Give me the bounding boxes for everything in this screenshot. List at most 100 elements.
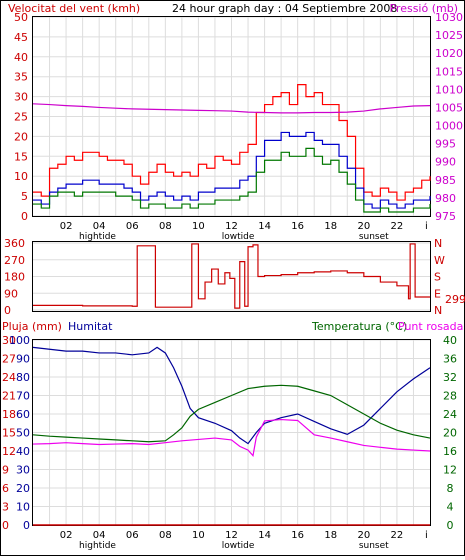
rain-tick-label: 12: [2, 445, 16, 458]
pressure-tick-label: 975: [435, 210, 456, 223]
wind-speed-tick-label: 50: [14, 11, 28, 24]
series-line-avg: [33, 131, 431, 209]
wind-x-axis: 02 04 06 08 10 12 14 16 18 20 22: [60, 221, 404, 232]
rain-axis-label: Pluja (mm): [2, 320, 62, 333]
temperature-tick-label: 16: [443, 445, 457, 458]
wind-speed-tick-label: 25: [14, 111, 28, 124]
x-tick-label: 10: [192, 530, 205, 541]
temperature-tick-label: 24: [443, 408, 457, 421]
end-marker: i: [425, 530, 428, 541]
temperature-tick-label: 40: [443, 334, 457, 347]
pressure-tick-label: 1030: [435, 11, 463, 24]
x-tick-label: 06: [126, 530, 139, 541]
tide-sun-label: lowtide: [222, 232, 255, 242]
pressure-ticks: 975 980 985 990 995 1000 1005 1010 1015 1020 1025 1…: [435, 11, 463, 223]
wind-speed-ticks: 0 5 10 15 20 25 30 35 40 45 50: [14, 11, 28, 223]
temperature-tick-label: 12: [443, 464, 457, 477]
x-tick-label: 02: [60, 530, 73, 541]
x-tick-label: 02: [60, 221, 73, 232]
tide-sun-label: lowtide: [222, 541, 255, 551]
x-tick-label: 22: [391, 530, 404, 541]
tide-sun-label: sunset: [359, 541, 389, 551]
rain-tick-label: 21: [2, 390, 16, 403]
compass-point-label: W: [434, 254, 445, 267]
humidity-tick-label: 40: [16, 445, 30, 458]
wind-speed-tick-label: 15: [14, 150, 28, 163]
direction-degree-label: 0: [4, 304, 11, 317]
series-line-gust: [33, 84, 431, 201]
humidity-tick-label: 0: [23, 519, 30, 532]
temperature-axis-label: Temperatura (°C): [311, 320, 407, 333]
rain-tick-label: 15: [2, 427, 16, 440]
pressure-tick-label: 1005: [435, 101, 463, 114]
humidity-temperature-chart: Pluja (mm) Humitat Temperatura (°C) Punt…: [2, 320, 463, 551]
temperature-tick-label: 28: [443, 390, 457, 403]
x-tick-label: 12: [225, 221, 238, 232]
wind-speed-tick-label: 40: [14, 51, 28, 64]
temperature-tick-label: 36: [443, 353, 457, 366]
wind-plot-frame: [32, 16, 431, 217]
direction-degree-label: 90: [4, 287, 18, 300]
humidity-tick-label: 10: [16, 501, 30, 514]
series-line-dewpoint: [32, 418, 431, 457]
pressure-tick-label: 1015: [435, 65, 463, 78]
pressure-axis-label: Pressió (mb): [389, 2, 458, 15]
humidity-tick-label: 50: [16, 427, 30, 440]
humidity-tick-label: 30: [16, 464, 30, 477]
humidity-grid: [33, 339, 430, 526]
rain-tick-label: 6: [2, 482, 9, 495]
dewpoint-axis-label: Punt rosada: [398, 320, 463, 333]
x-tick-label: 18: [324, 221, 337, 232]
wind-speed-tick-label: 45: [14, 31, 28, 44]
wind-x-sublabels: hightide lowtide sunset: [79, 232, 389, 242]
humidity-tick-label: 70: [16, 390, 30, 403]
compass-point-label: S: [434, 271, 441, 284]
x-tick-label: 08: [159, 221, 172, 232]
x-tick-label: 14: [258, 530, 271, 541]
x-tick-label: 18: [324, 530, 337, 541]
wind-speed-tick-label: 30: [14, 91, 28, 104]
pressure-tick-label: 990: [435, 156, 456, 169]
rain-tick-label: 30: [2, 334, 16, 347]
wind-speed-tick-label: 0: [21, 210, 28, 223]
compass-point-label: E: [434, 287, 441, 300]
wind-series: [32, 84, 431, 213]
direction-current-value: 299: [445, 293, 465, 306]
compass-point-label: N: [434, 237, 442, 250]
rain-tick-label: 9: [2, 464, 9, 477]
humidity-axis-label: Humitat: [68, 320, 113, 333]
x-tick-label: 16: [291, 530, 304, 541]
x-tick-label: 06: [126, 221, 139, 232]
direction-degree-ticks: 360 270 180 90 0: [4, 237, 25, 317]
wind-speed-tick-label: 20: [14, 130, 28, 143]
pressure-tick-label: 1010: [435, 83, 463, 96]
x-tick-label: 20: [357, 530, 370, 541]
direction-degree-label: 360: [4, 237, 25, 250]
humidity-tick-label: 80: [16, 371, 30, 384]
direction-degree-label: 180: [4, 271, 25, 284]
direction-plot-frame: [32, 241, 431, 312]
series-line-humidity: [32, 346, 431, 445]
pressure-tick-label: 1025: [435, 29, 463, 42]
direction-degree-label: 270: [4, 254, 25, 267]
chart-title: 24 hour graph day : 04 Septiembre 2008: [172, 2, 397, 15]
rain-tick-label: 27: [2, 353, 16, 366]
humidity-x-axis: 02 04 06 08 10 12 14 16 18 20 22: [60, 530, 404, 541]
humidity-tick-label: 90: [16, 353, 30, 366]
pressure-tick-label: 1000: [435, 120, 463, 133]
series-line-min: [33, 147, 431, 213]
series-line-direction: [33, 243, 430, 309]
humidity-tick-label: 20: [16, 482, 30, 495]
wind-speed-tick-label: 35: [14, 71, 28, 84]
end-marker: i: [425, 221, 428, 232]
rain-tick-label: 18: [2, 408, 16, 421]
x-tick-label: 08: [159, 530, 172, 541]
wind-speed-tick-label: 10: [14, 170, 28, 183]
temperature-tick-label: 32: [443, 371, 457, 384]
wind-pressure-chart: Velocitat del vent (kmh) 24 hour graph d…: [8, 2, 463, 242]
